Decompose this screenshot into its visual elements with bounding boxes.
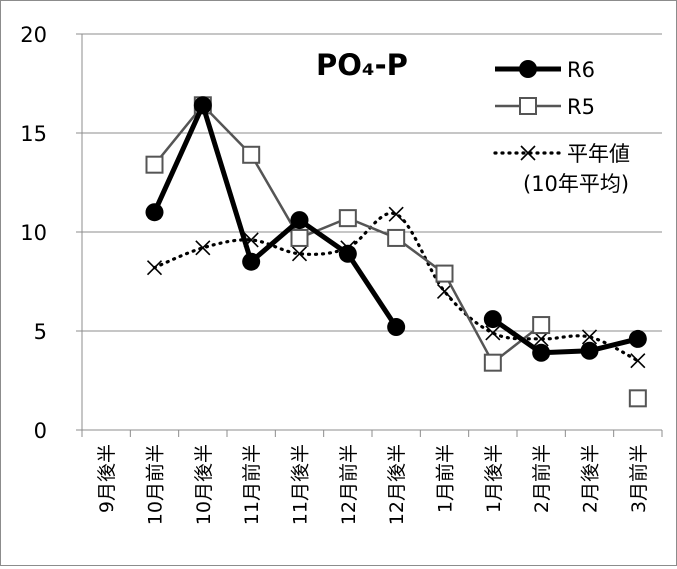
- data-point: [580, 341, 599, 360]
- data-point: [338, 209, 357, 228]
- series-line: [152, 102, 399, 329]
- legend-label: 平年値: [567, 142, 630, 166]
- data-point: [630, 353, 646, 369]
- x-tick-label: 10月前半: [145, 444, 167, 525]
- data-point: [290, 211, 309, 230]
- series-R6: [145, 96, 647, 362]
- legend-item-平年値: 平年値 (10年平均): [493, 142, 630, 196]
- data-point: [435, 264, 454, 283]
- data-point: [146, 260, 163, 276]
- data-point: [628, 389, 647, 408]
- legend-label: R6: [567, 58, 595, 82]
- data-point: [242, 252, 261, 271]
- x-tick-label: 10月後半: [193, 444, 215, 525]
- data-point: [483, 310, 502, 329]
- legend-item-R6: R6: [495, 58, 595, 82]
- data-point: [242, 145, 261, 164]
- legend-label: R5: [567, 95, 595, 119]
- data-point: [145, 203, 164, 222]
- series-R5: [145, 96, 647, 408]
- data-point: [193, 96, 212, 115]
- x-tick-label: 12月前半: [338, 444, 360, 525]
- legend-item-R5: R5: [495, 95, 595, 119]
- legend-marker: [519, 60, 537, 78]
- data-point: [387, 318, 406, 337]
- series-line: [152, 211, 640, 363]
- chart-title: PO₄-P: [316, 48, 408, 82]
- legend-marker: [520, 145, 536, 161]
- data-point: [532, 343, 551, 362]
- y-tick-label: 20: [20, 23, 47, 47]
- data-point: [581, 329, 598, 345]
- data-point: [388, 206, 404, 222]
- y-tick-label: 0: [34, 419, 47, 443]
- x-tick-label: 1月前半: [435, 444, 457, 513]
- data-point: [628, 329, 647, 348]
- data-point: [485, 325, 501, 341]
- data-point: [533, 331, 549, 347]
- y-tick-label: 10: [20, 221, 47, 245]
- x-tick-label: 3月前半: [628, 444, 650, 513]
- series-平年値: [146, 206, 646, 369]
- legend-marker: [519, 97, 537, 115]
- y-tick-label: 5: [34, 320, 47, 344]
- series-line: [491, 317, 639, 356]
- x-tick-label: 11月前半: [241, 444, 263, 525]
- legend-label-note: (10年平均): [523, 172, 629, 196]
- x-tick-label: 11月後半: [290, 444, 312, 525]
- x-tick-label: 2月後半: [580, 444, 602, 513]
- data-point: [195, 240, 211, 256]
- data-point: [291, 246, 308, 262]
- data-point: [436, 283, 453, 299]
- x-tick-label: 12月後半: [386, 444, 408, 525]
- data-point: [387, 228, 406, 247]
- x-tick-label: 2月前半: [531, 444, 553, 513]
- data-point: [290, 228, 309, 247]
- data-point: [532, 316, 551, 335]
- x-tick-label: 1月後半: [483, 444, 505, 513]
- y-tick-label: 15: [20, 122, 47, 146]
- x-tick-label: 9月後半: [96, 444, 118, 513]
- data-point: [483, 353, 502, 372]
- data-point: [145, 155, 164, 174]
- data-point: [338, 244, 357, 263]
